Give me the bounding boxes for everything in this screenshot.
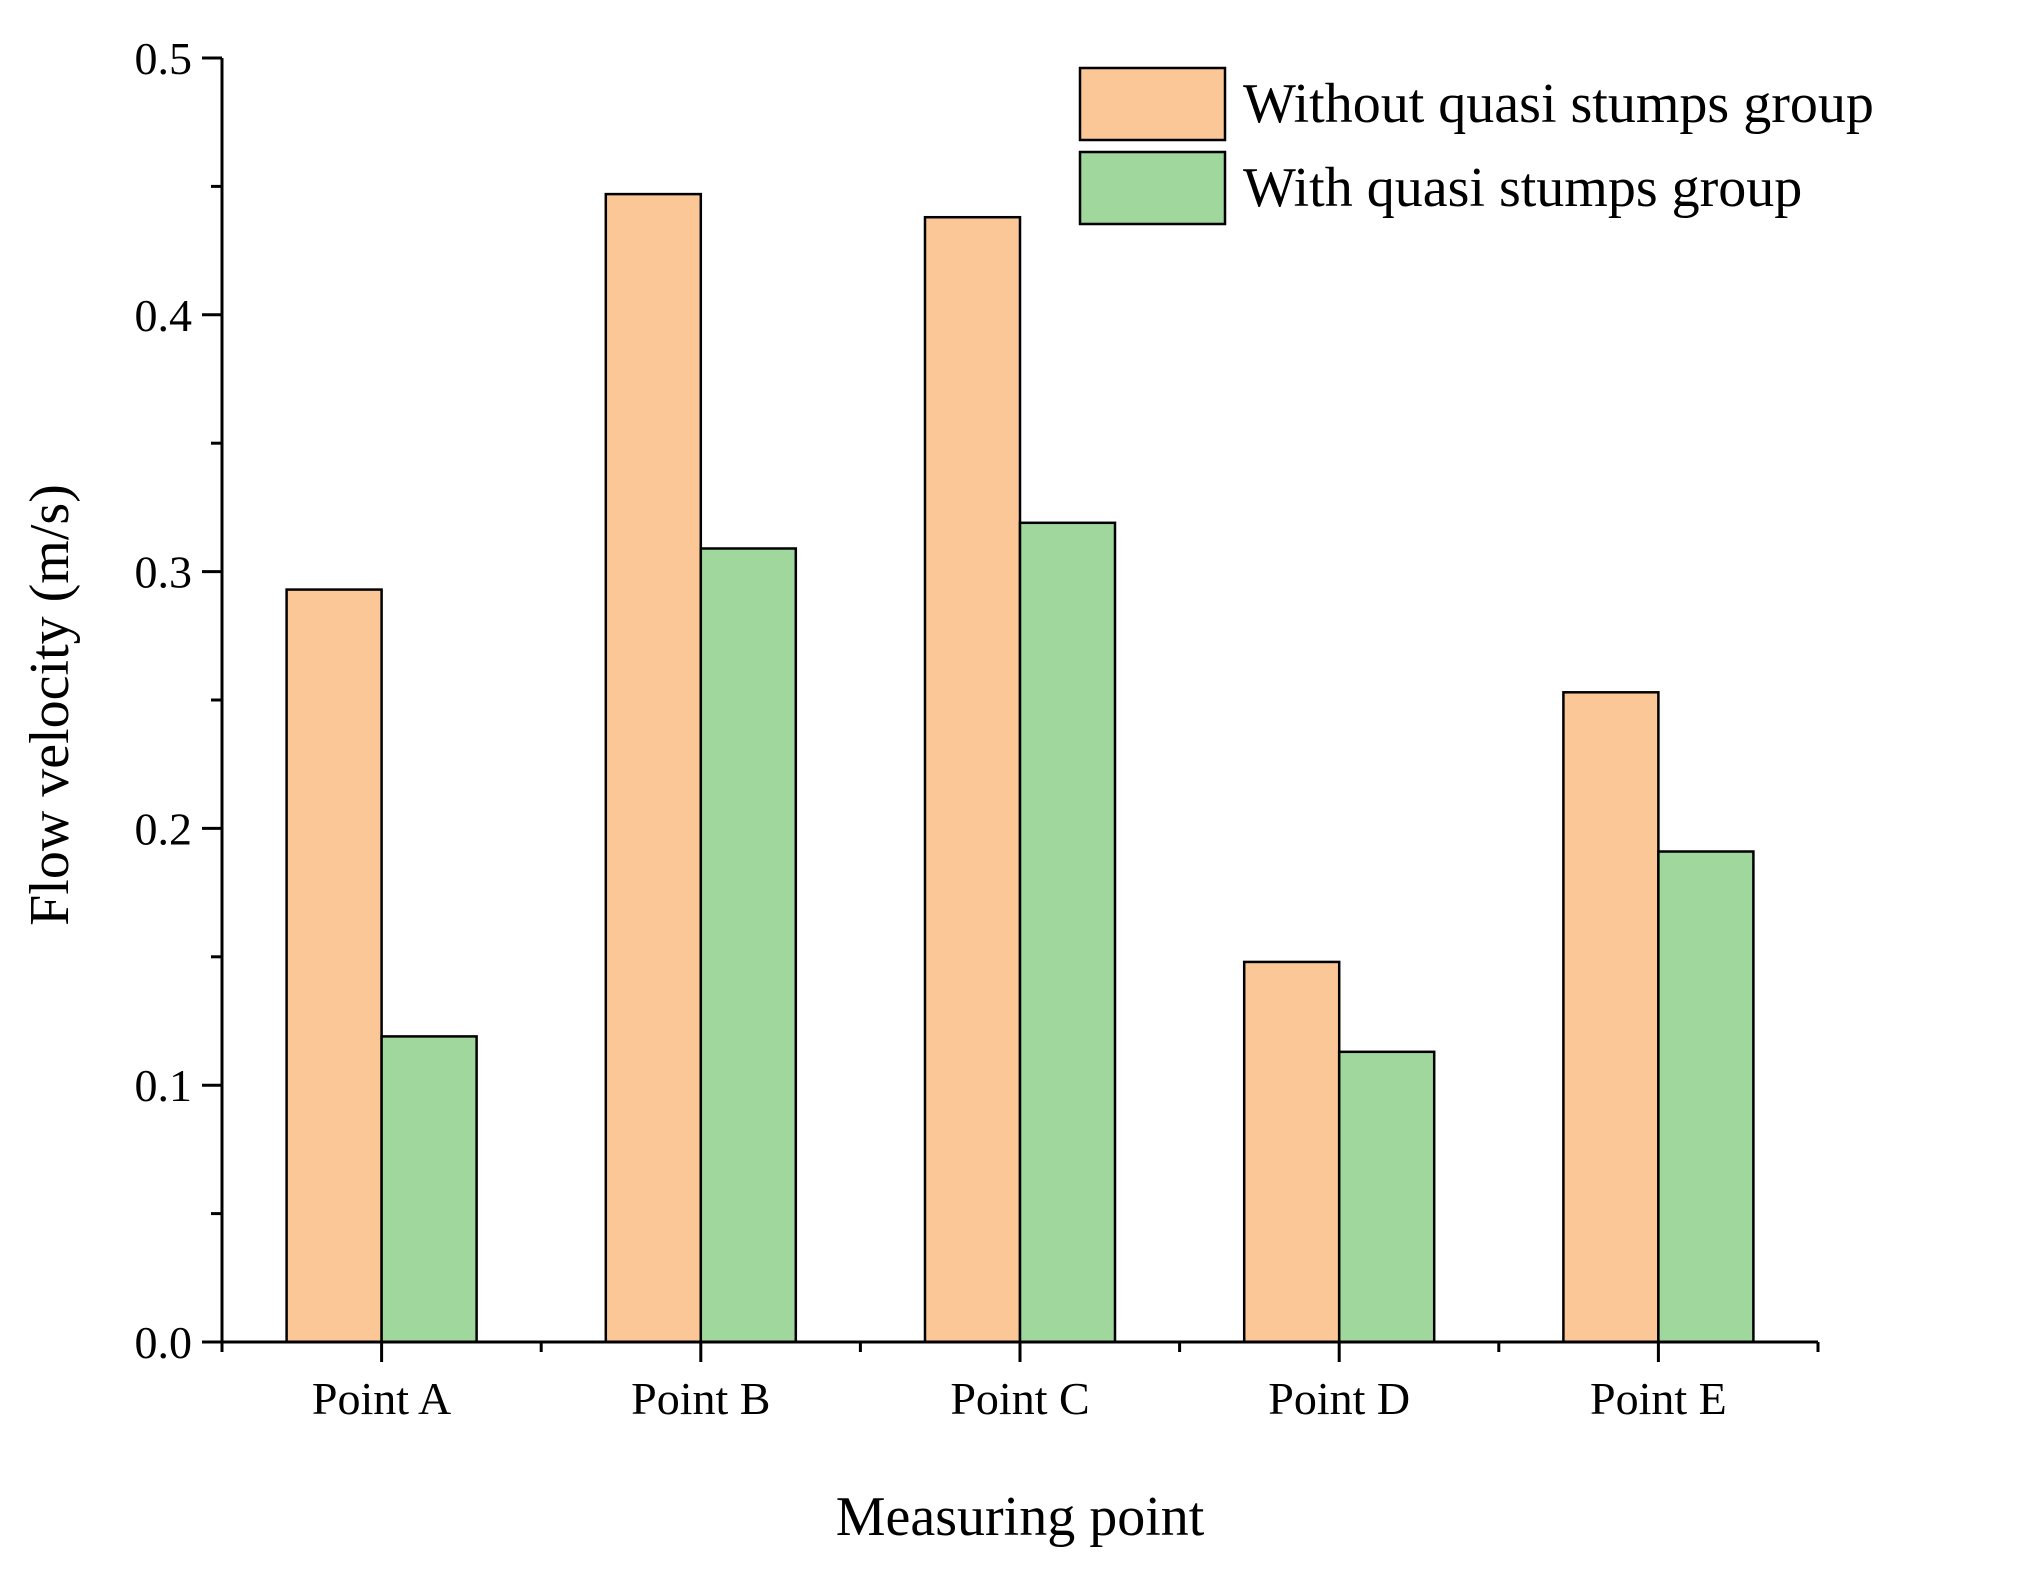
bars-layer: [285, 192, 1755, 1344]
bar-without-3: [923, 215, 1022, 1344]
bar-with-1: [380, 1035, 478, 1344]
legend-swatch: [1078, 66, 1227, 142]
y-tick-label: 0.1: [135, 1060, 193, 1111]
y-tick-label: 0.0: [135, 1317, 193, 1368]
y-tick-label: 0.3: [135, 547, 193, 598]
bar-with-3: [1018, 521, 1117, 1344]
x-tick-label: Point B: [631, 1373, 770, 1424]
bar-without-2: [604, 192, 703, 1344]
x-tick-label: Point D: [1268, 1373, 1410, 1424]
bar-with-2: [699, 547, 798, 1344]
bar-with-4: [1337, 1050, 1436, 1344]
legend-swatch: [1078, 150, 1227, 226]
x-axis-title: Measuring point: [836, 1486, 1205, 1548]
y-tick-label: 0.4: [135, 290, 193, 341]
bar-without-1: [285, 588, 383, 1344]
ticks-layer: 0.0 0.1 0.2 0.3 0.4 0.5 Point A Point B Point C P…: [135, 33, 1820, 1424]
x-tick-label: Point A: [312, 1373, 451, 1424]
bar-with-5: [1657, 850, 1755, 1344]
legend-label: Without quasi stumps group: [1243, 73, 1874, 135]
bar-without-5: [1562, 691, 1660, 1344]
legend-label: With quasi stumps group: [1243, 157, 1802, 219]
x-tick-label: Point C: [950, 1373, 1089, 1424]
x-tick-label: Point E: [1590, 1373, 1727, 1424]
y-tick-label: 0.2: [135, 803, 193, 854]
legend: Without quasi stumps group With quasi stu…: [1078, 66, 1874, 226]
y-axis-title: Flow velocity (m/s): [19, 484, 81, 926]
y-tick-label: 0.5: [135, 33, 193, 84]
bar-without-4: [1242, 960, 1341, 1344]
